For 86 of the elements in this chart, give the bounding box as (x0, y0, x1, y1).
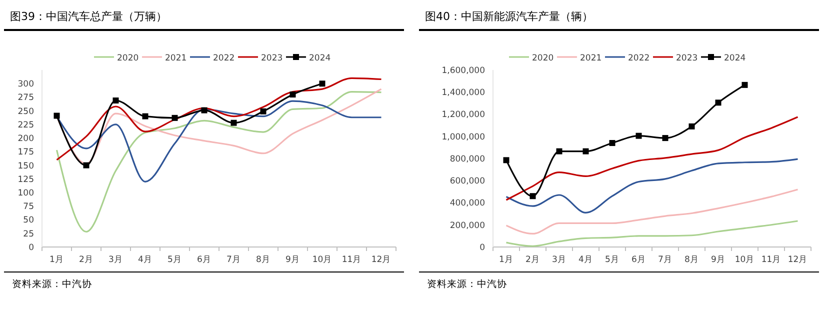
point (83, 162, 90, 168)
point (201, 107, 208, 114)
line-series (505, 116, 799, 201)
y-tick-label: 600,000 (450, 176, 485, 187)
point (260, 108, 266, 114)
x-tick-label: 8月 (256, 255, 270, 265)
line-series (505, 158, 799, 214)
y-tick-label: 1,400,000 (442, 88, 485, 98)
x-tick-label: 3月 (108, 255, 123, 265)
point (319, 80, 326, 87)
x-tick-label: 6月 (632, 255, 646, 265)
line-series (505, 188, 799, 235)
x-tick-label: 11月 (761, 255, 782, 265)
y-tick-label: 250 (18, 106, 34, 117)
line-series (56, 77, 382, 161)
y-tick-label: 150 (18, 161, 34, 172)
point (112, 98, 119, 104)
x-tick-label: 1月 (499, 255, 514, 265)
point (556, 148, 562, 154)
y-tick-label: 125 (18, 174, 34, 185)
x-tick-label: 3月 (552, 255, 566, 265)
x-tick-label: 10月 (734, 255, 755, 265)
y-tick-label: 300 (18, 80, 34, 90)
text: 资料来源：中汽协 (427, 278, 507, 290)
point (582, 148, 589, 154)
line-series (56, 90, 382, 233)
legend-label: 2023 (676, 54, 698, 64)
y-tick-label: 275 (18, 93, 34, 104)
x-tick-label: 1月 (50, 255, 64, 265)
legend-label: 2021 (165, 54, 187, 64)
y-tick-label: 0 (480, 242, 485, 253)
x-tick-label: 8月 (684, 255, 699, 265)
legend-label: 2022 (213, 54, 235, 64)
x-tick-label: 2月 (526, 255, 540, 265)
y-tick-label: 100 (18, 188, 34, 199)
x-tick-label: 12月 (371, 255, 392, 265)
y-tick-label: 50 (23, 216, 34, 226)
x-tick-label: 4月 (138, 255, 152, 265)
legend-label: 2024 (309, 54, 331, 64)
x-tick-label: 12月 (788, 255, 808, 265)
y-tick-label: 25 (23, 229, 34, 240)
legend-label: 2020 (532, 54, 554, 64)
y-tick-label: 225 (18, 120, 34, 130)
y-tick-label: 800,000 (450, 154, 485, 164)
point (530, 193, 536, 200)
text: 资料来源：中汽协 (12, 278, 92, 290)
point (636, 132, 642, 139)
y-tick-label: 200,000 (450, 220, 485, 231)
x-tick-label: 9月 (711, 255, 726, 265)
y-tick-label: 200 (18, 134, 34, 144)
point (290, 92, 296, 98)
legend-label: 2020 (117, 54, 139, 64)
x-tick-label: 7月 (226, 255, 241, 265)
y-tick-label: 75 (23, 202, 34, 212)
point (662, 135, 668, 142)
y-tick-label: 175 (18, 148, 34, 158)
y-tick-label: 1,200,000 (442, 110, 485, 120)
x-tick-label: 9月 (286, 255, 300, 265)
y-tick-label: 1,000,000 (442, 132, 485, 142)
legend-label: 2022 (628, 54, 650, 64)
point (609, 140, 616, 146)
y-tick-label: 400,000 (450, 198, 485, 209)
y-tick-label: 0 (28, 242, 34, 253)
legend-label: 2024 (724, 54, 746, 64)
legend-label: 2023 (261, 54, 283, 64)
point (715, 100, 722, 106)
x-tick-label: 6月 (197, 255, 212, 265)
point (688, 123, 695, 130)
point (503, 157, 510, 164)
legend-label: 2021 (580, 54, 602, 64)
point (54, 112, 60, 119)
x-tick-label: 5月 (605, 255, 620, 265)
x-tick-label: 11月 (342, 255, 362, 265)
point (172, 114, 178, 121)
x-tick-label: 10月 (312, 255, 332, 265)
line-series (505, 220, 799, 247)
x-tick-label: 5月 (168, 255, 182, 265)
point (142, 113, 148, 120)
chart-title: 图40：中国新能源汽车产量（辆） (425, 10, 593, 23)
x-tick-label: 7月 (658, 255, 672, 265)
x-tick-label: 2月 (79, 255, 94, 265)
chart-title: 图39：中国汽车总产量（万辆） (10, 10, 167, 23)
point (230, 120, 237, 126)
point (742, 82, 748, 88)
x-tick-label: 4月 (578, 255, 593, 265)
y-tick-label: 1,600,000 (442, 66, 485, 76)
